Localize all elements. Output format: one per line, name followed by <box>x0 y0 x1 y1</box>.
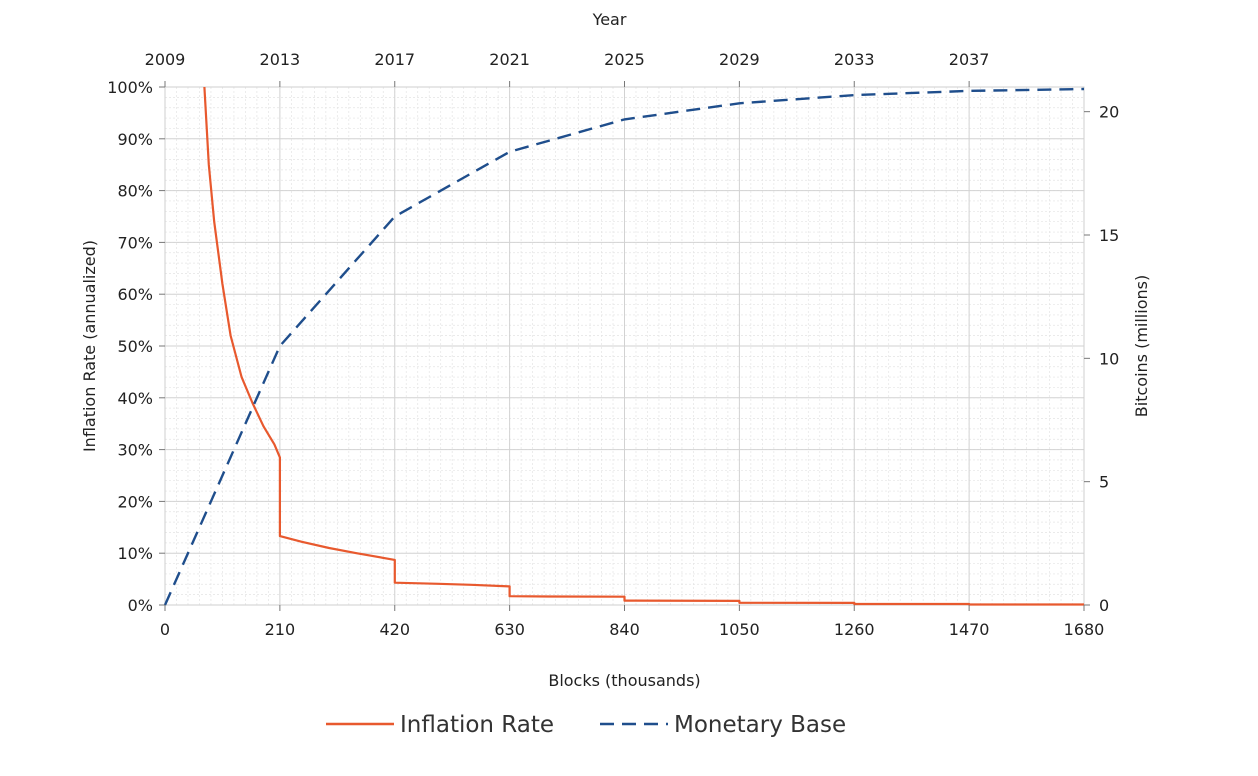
top-x-tick-label: 2025 <box>604 50 645 69</box>
x-tick-label: 630 <box>494 620 525 639</box>
x-tick-label: 1680 <box>1064 620 1105 639</box>
top-x-tick-label: 2021 <box>489 50 530 69</box>
legend: Inflation Rate Monetary Base <box>326 712 846 738</box>
series-layer <box>163 86 1085 606</box>
y-axis-title: Inflation Rate (annualized) <box>80 240 99 452</box>
top-x-tick-label: 2017 <box>374 50 415 69</box>
x-tick-label: 210 <box>265 620 296 639</box>
x-tick-label: 840 <box>609 620 640 639</box>
legend-label-inflation-rate: Inflation Rate <box>400 712 554 738</box>
top-x-tick-label: 2009 <box>145 50 186 69</box>
right-y-tick-label: 0 <box>1099 596 1109 615</box>
right-y-tick-label: 15 <box>1099 226 1119 245</box>
y-tick-label: 70% <box>117 233 153 252</box>
x-axis-title: Blocks (thousands) <box>548 671 700 690</box>
top-x-tick-label: 2033 <box>834 50 875 69</box>
y-tick-label: 20% <box>117 492 153 511</box>
x-tick-label: 1050 <box>719 620 760 639</box>
y-tick-label: 0% <box>128 596 153 615</box>
x-tick-label: 1470 <box>949 620 990 639</box>
right-y-tick-label: 10 <box>1099 349 1119 368</box>
y-tick-label: 40% <box>117 389 153 408</box>
x-tick-label: 420 <box>379 620 410 639</box>
y-tick-label: 30% <box>117 441 153 460</box>
right-y-tick-label: 5 <box>1099 473 1109 492</box>
y-tick-label: 10% <box>117 544 153 563</box>
right-y-tick-label: 20 <box>1099 103 1119 122</box>
y-tick-label: 50% <box>117 337 153 356</box>
inflation-rate-line <box>203 86 1084 606</box>
top-x-tick-label: 2013 <box>260 50 301 69</box>
x-tick-label: 0 <box>160 620 170 639</box>
top-x-axis-title: Year <box>592 10 627 29</box>
legend-label-monetary-base: Monetary Base <box>674 712 846 738</box>
right-y-axis-title: Bitcoins (millions) <box>1132 275 1151 417</box>
monetary-base-line <box>163 87 1085 606</box>
y-tick-label: 60% <box>117 285 153 304</box>
top-x-tick-label: 2037 <box>949 50 990 69</box>
top-x-tick-label: 2029 <box>719 50 760 69</box>
y-tick-label: 90% <box>117 130 153 149</box>
y-tick-label: 100% <box>107 78 153 97</box>
x-tick-label: 1260 <box>834 620 875 639</box>
y-tick-label: 80% <box>117 182 153 201</box>
